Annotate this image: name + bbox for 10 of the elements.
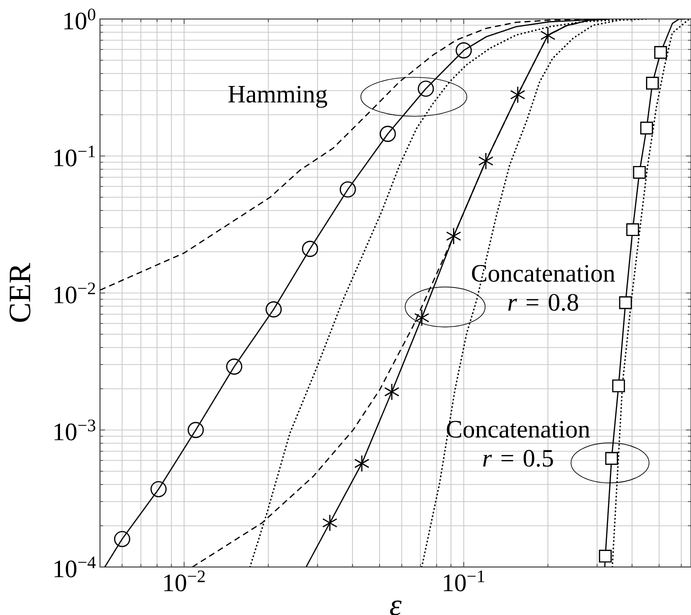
annotation: Hamming	[228, 86, 328, 108]
y-tick-label: 10$^{−1}$	[54, 146, 95, 166]
annotation: Concatenation r = 0.5	[446, 420, 590, 467]
y-tick-label: 10$^{−2}$	[54, 282, 96, 304]
y-axis-title: CER	[10, 262, 30, 322]
x-axis-title: ε	[390, 600, 402, 615]
y-tick-label: 10$^{0}$	[64, 8, 96, 30]
annotation: Concatenation r = 0.8	[472, 265, 615, 311]
y-tick-label: 10$^{−4}$	[54, 556, 96, 578]
y-tick-label: 10$^{−3}$	[54, 420, 96, 440]
